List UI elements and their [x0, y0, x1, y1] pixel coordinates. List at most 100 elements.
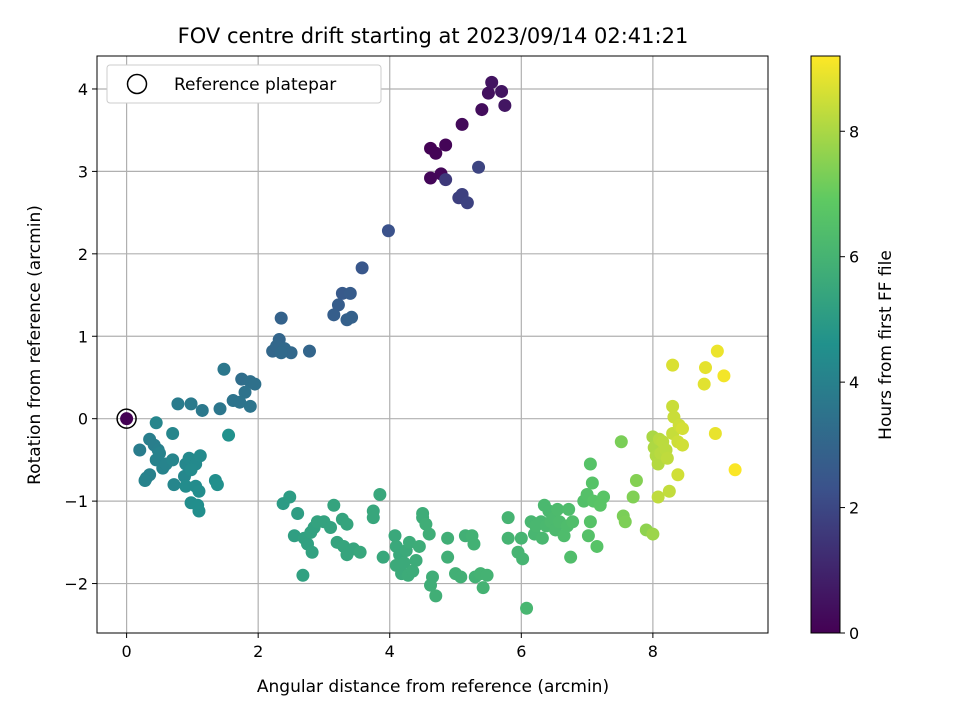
data-point	[233, 395, 247, 409]
data-point	[439, 138, 453, 152]
data-point	[195, 403, 209, 417]
colorbar-ticks: 0 2 4 6 8	[840, 122, 859, 643]
plot-frame	[96, 55, 769, 634]
data-point	[343, 286, 357, 300]
legend: Reference platepar	[106, 64, 382, 104]
data-point	[646, 527, 660, 541]
data-point	[167, 478, 181, 492]
data-point	[660, 451, 674, 465]
data-points	[116, 75, 742, 615]
data-point	[583, 515, 597, 529]
data-point	[429, 146, 443, 160]
data-point	[327, 498, 341, 512]
data-point	[283, 490, 297, 504]
data-point	[629, 474, 643, 488]
data-point	[327, 308, 341, 322]
x-tick-label: 6	[516, 642, 526, 661]
y-tick-label: 0	[78, 410, 88, 429]
data-point	[412, 539, 426, 553]
data-point	[397, 556, 411, 570]
data-point	[402, 535, 416, 549]
data-point	[217, 362, 231, 376]
data-point	[424, 171, 438, 185]
y-tick-label: −2	[64, 575, 88, 594]
data-point	[535, 531, 549, 545]
y-tick-label: 2	[78, 245, 88, 264]
x-tick-label: 2	[253, 642, 263, 661]
data-point	[675, 422, 689, 436]
data-point	[324, 520, 338, 534]
data-point	[590, 539, 604, 553]
data-point	[284, 346, 298, 360]
colorbar-tick-label: 6	[849, 248, 859, 267]
data-point	[516, 552, 530, 566]
data-point	[192, 484, 206, 498]
colorbar-gradient	[810, 55, 841, 634]
data-point	[501, 511, 515, 525]
data-point	[485, 75, 499, 89]
data-point	[557, 529, 571, 543]
legend-label: Reference platepar	[174, 75, 336, 95]
data-point	[455, 117, 469, 131]
data-point	[566, 515, 580, 529]
colorbar-tick-label: 0	[849, 624, 859, 643]
data-point	[406, 564, 420, 578]
colorbar-tick-label: 2	[849, 499, 859, 518]
data-point	[562, 502, 576, 516]
data-point	[302, 344, 316, 358]
data-point	[651, 490, 665, 504]
data-point	[416, 506, 430, 520]
data-point	[441, 531, 455, 545]
y-axis-ticks: −2 −1 0 1 2 3 4	[64, 80, 97, 594]
data-point	[210, 478, 224, 492]
data-point	[476, 581, 490, 595]
x-axis-label: Angular distance from reference (arcmin)	[257, 677, 609, 697]
data-point	[699, 361, 713, 375]
data-point	[376, 550, 390, 564]
data-point	[597, 490, 611, 504]
y-tick-label: −1	[64, 492, 88, 511]
data-point	[152, 446, 166, 460]
data-point	[441, 550, 455, 564]
data-point	[454, 570, 468, 584]
data-point	[498, 98, 512, 112]
y-tick-label: 3	[78, 162, 88, 181]
y-tick-label: 4	[78, 80, 88, 99]
data-point	[166, 427, 180, 441]
colorbar-tick-label: 8	[849, 122, 859, 141]
data-point	[331, 298, 345, 312]
data-point	[426, 570, 439, 584]
data-point	[710, 344, 724, 358]
data-point	[388, 529, 402, 543]
colorbar-label: Hours from first FF file	[876, 250, 896, 440]
data-point	[287, 529, 301, 543]
y-tick-label: 1	[78, 327, 88, 346]
data-point	[520, 601, 534, 615]
data-point	[419, 517, 433, 531]
data-point	[243, 399, 257, 413]
y-axis-label: Rotation from reference (arcmin)	[25, 205, 45, 485]
data-point	[460, 196, 474, 210]
data-point	[222, 428, 236, 442]
legend-marker-icon	[126, 73, 148, 95]
data-point	[353, 545, 367, 559]
data-point	[581, 529, 595, 543]
data-point	[291, 506, 305, 520]
data-point	[213, 402, 227, 416]
data-point	[675, 438, 689, 452]
data-point	[184, 463, 198, 477]
data-point	[666, 358, 680, 372]
data-point	[422, 527, 436, 541]
data-point	[274, 346, 288, 360]
data-point	[133, 443, 147, 457]
data-point	[472, 160, 486, 174]
data-point	[381, 224, 395, 238]
data-point	[550, 502, 564, 516]
data-point	[626, 490, 640, 504]
data-point	[305, 545, 319, 559]
data-point	[179, 479, 193, 493]
data-point	[409, 553, 423, 567]
chart-title: FOV centre drift starting at 2023/09/14 …	[178, 24, 689, 48]
data-point	[481, 86, 495, 100]
